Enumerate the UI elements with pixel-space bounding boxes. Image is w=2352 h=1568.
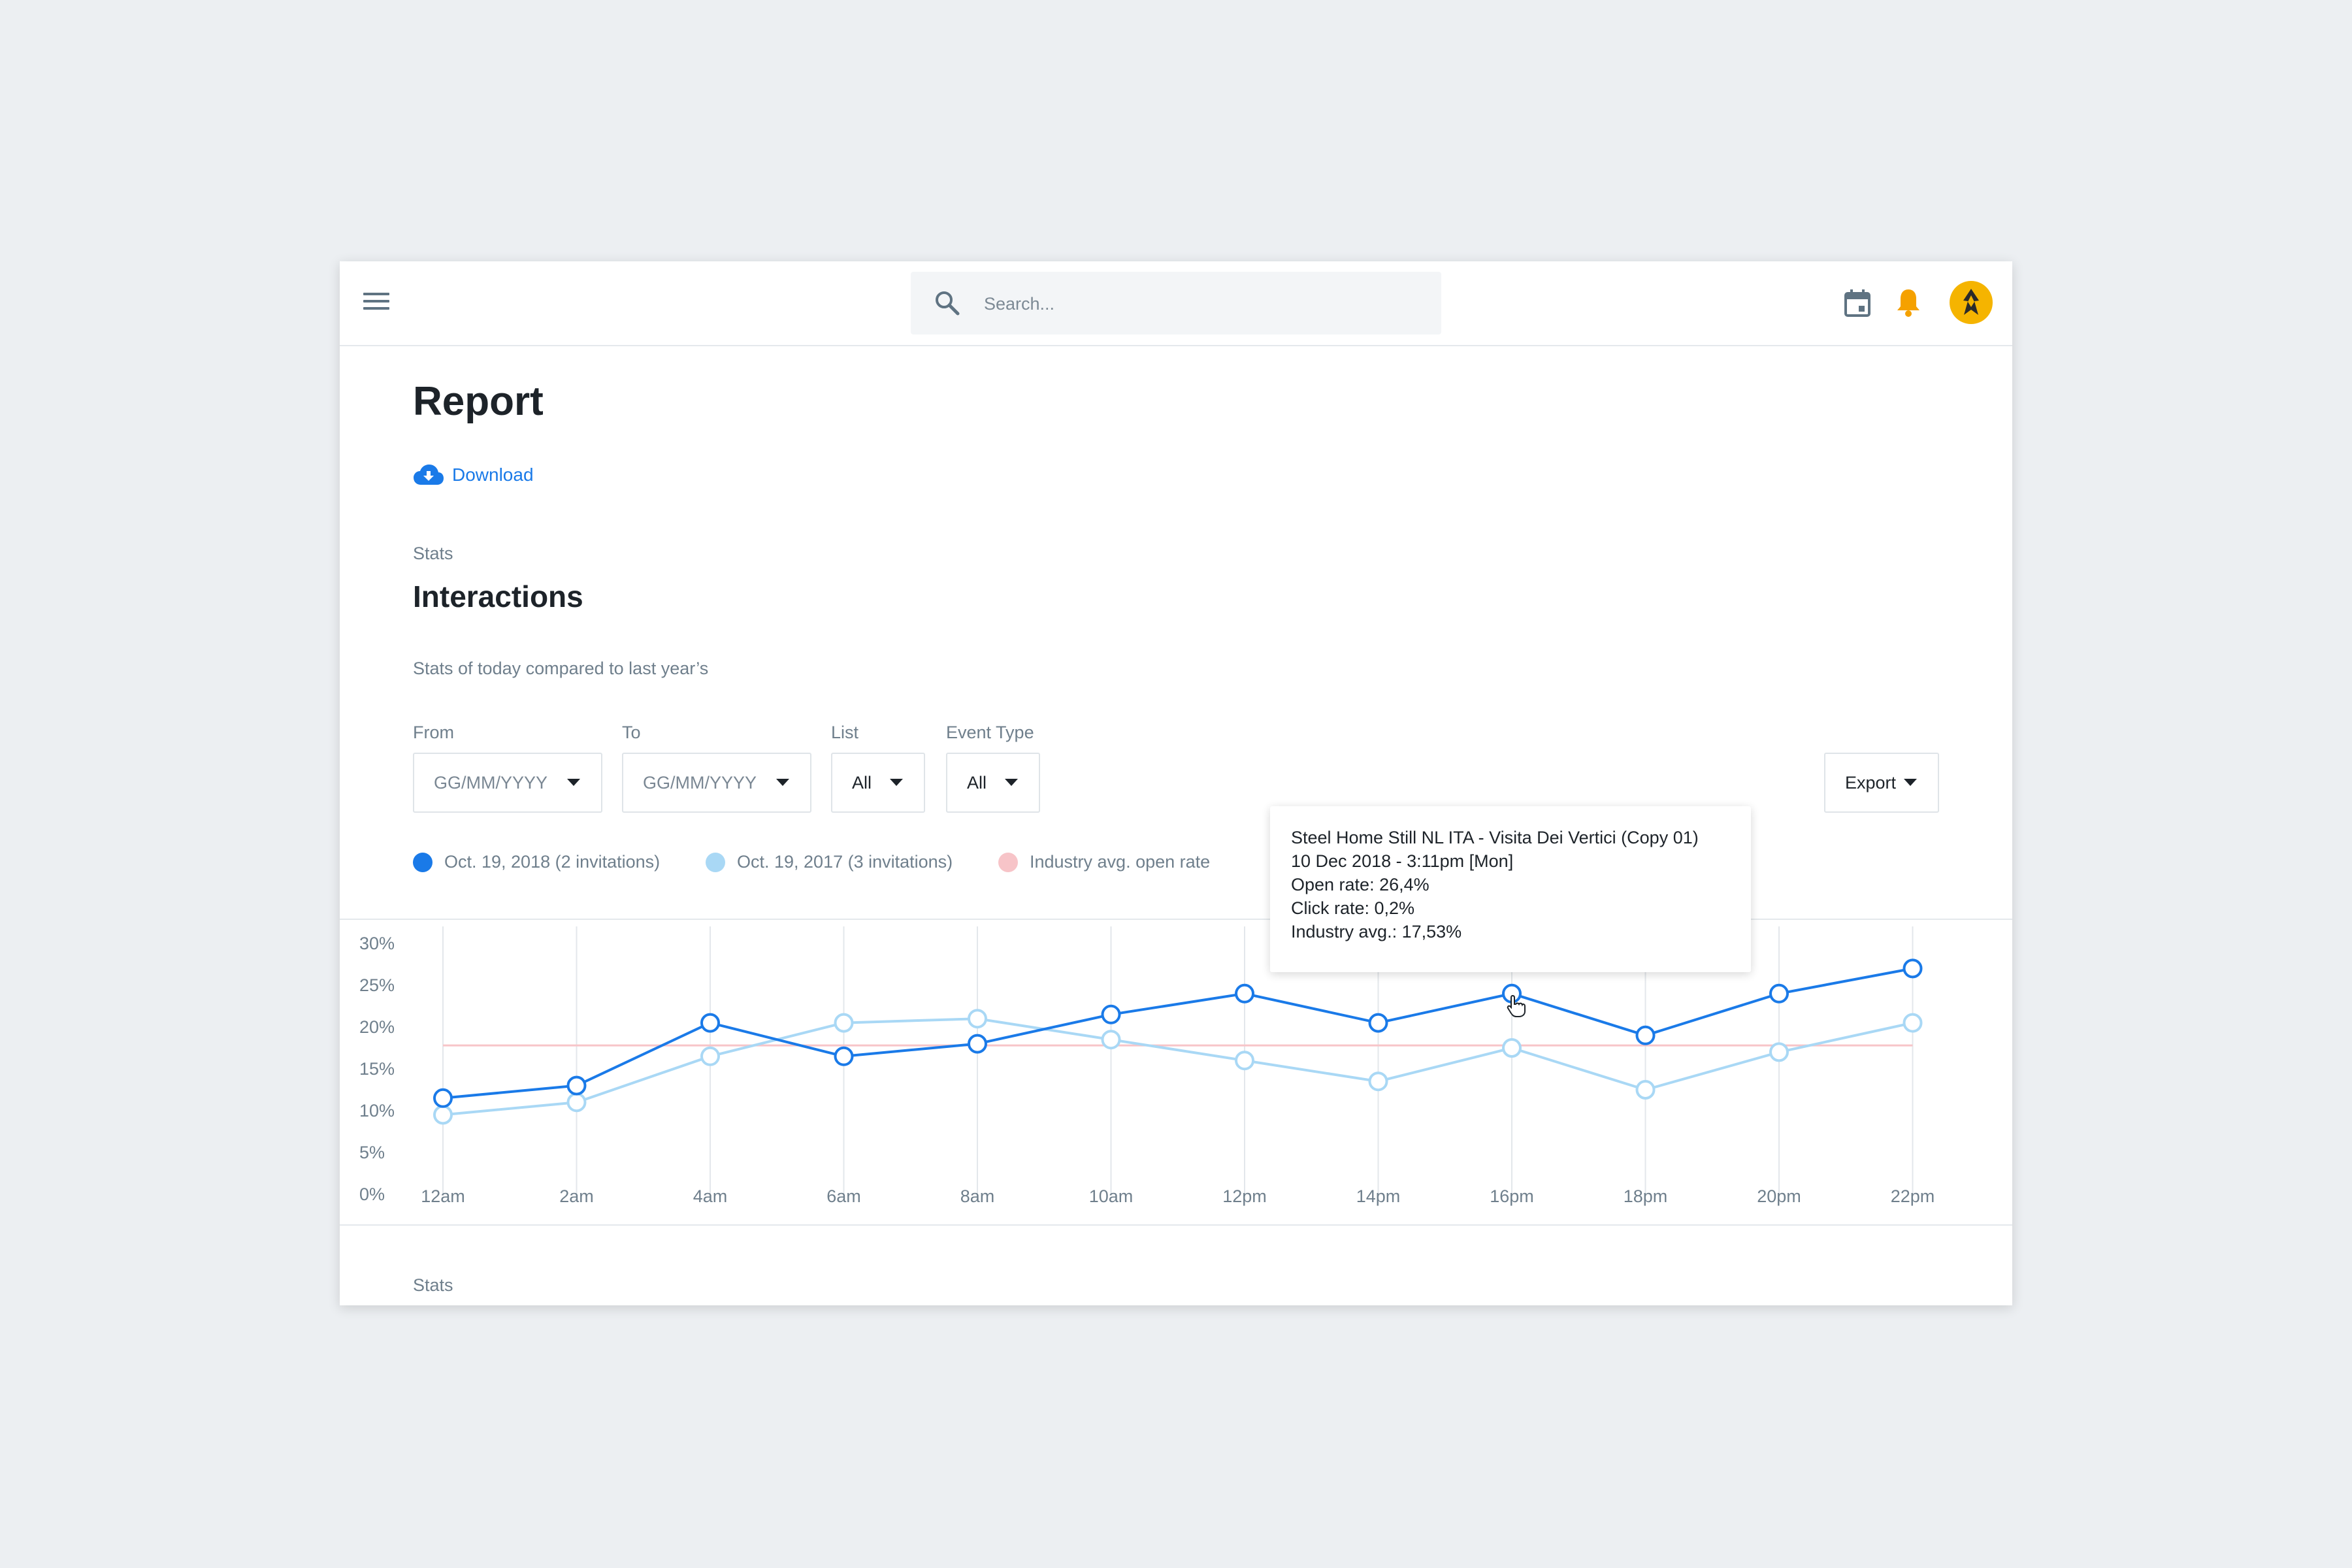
to-date-select[interactable]: GG/MM/YYYY [622,753,811,813]
bell-icon[interactable] [1896,287,1921,318]
x-tick-label: 2am [559,1186,594,1206]
legend-dot [413,852,433,872]
data-point [1635,1080,1656,1100]
legend-dot [706,852,725,872]
data-point [1235,983,1254,1004]
y-tick-label: 10% [359,1101,395,1120]
tooltip-campaign: Steel Home Still NL ITA - Visita Dei Ver… [1291,828,1699,847]
list-label: List [831,723,859,742]
search-input[interactable] [983,285,1416,323]
caret-down-icon [567,779,580,786]
legend-dot [998,852,1018,872]
data-point [1101,1004,1121,1024]
y-tick-label: 20% [359,1017,395,1037]
list-value: All [852,772,872,792]
calendar-icon[interactable] [1844,289,1871,318]
x-tick-label: 22pm [1891,1186,1935,1206]
caret-down-icon [1904,779,1917,786]
section-overline: Stats [413,544,453,563]
x-tick-label: 10am [1089,1186,1134,1206]
data-point [1903,1013,1923,1033]
line-chart: 0% 5% 10% 15% 20% 25% 30% 12am 2am 4am 6am 8am 10am 1… [359,926,1935,1206]
top-bar [340,261,2012,346]
data-point [1635,1025,1656,1045]
report-card: Report Download Stats Interactions Stats… [340,261,2012,1305]
to-label: To [622,723,641,742]
interactions-chart: 0% 5% 10% 15% 20% 25% 30% 12am 2am 4am 6am 8am 10am 1… [340,919,2012,1226]
legend-item-2017[interactable]: Oct. 19, 2017 (3 invitations) [706,852,953,872]
caret-down-icon [890,779,903,786]
x-tick-label: 8am [960,1186,995,1206]
x-tick-label: 14pm [1356,1186,1401,1206]
data-point [968,1009,987,1029]
hand-cursor-icon [1507,994,1526,1017]
data-point [834,1013,854,1033]
section-subtitle: Stats of today compared to last year’s [413,659,709,678]
export-label: Export [1845,772,1897,792]
data-point [700,1013,720,1033]
menu-icon[interactable] [363,293,389,314]
x-tick-label: 20pm [1757,1186,1801,1206]
legend-item-industry[interactable]: Industry avg. open rate [998,852,1210,872]
data-point [1502,1038,1522,1058]
data-point [700,1046,720,1066]
legend-label: Oct. 19, 2017 (3 invitations) [737,852,953,872]
search-bar[interactable] [911,272,1441,335]
x-tick-label: 4am [693,1186,728,1206]
tooltip-industry-avg: Industry avg.: 17,53% [1291,922,1462,941]
data-point [1903,958,1923,979]
x-tick-label: 12pm [1222,1186,1267,1206]
y-tick-label: 5% [359,1143,385,1162]
data-point [1368,1071,1388,1092]
x-tick-label: 6am [826,1186,861,1206]
x-tick-label: 16pm [1490,1186,1534,1206]
cloud-download-icon [414,465,444,485]
data-point [1368,1013,1388,1033]
data-point [968,1034,987,1054]
data-point [1235,1051,1254,1071]
tooltip-date: 10 Dec 2018 - 3:11pm [Mon] [1291,851,1514,871]
y-tick-label: 0% [359,1184,385,1204]
export-button[interactable]: Export [1824,753,1939,813]
data-point [566,1092,587,1113]
to-date-value: GG/MM/YYYY [643,772,757,792]
legend-label: Industry avg. open rate [1030,852,1211,872]
y-tick-label: 15% [359,1059,395,1079]
data-point [834,1046,854,1066]
data-point [1769,983,1789,1004]
from-date-select[interactable]: GG/MM/YYYY [413,753,602,813]
page-title: Report [413,379,544,424]
data-point [1769,1042,1789,1062]
y-tick-label: 30% [359,934,395,953]
data-point [433,1105,453,1125]
legend-label: Oct. 19, 2018 (2 invitations) [444,852,661,872]
event-type-value: All [967,772,987,792]
chart-tooltip: Steel Home Still NL ITA - Visita Dei Ver… [1270,806,1751,972]
x-tick-label: 12am [421,1186,465,1206]
from-date-value: GG/MM/YYYY [434,772,548,792]
series-line [442,1017,1913,1117]
download-label: Download [452,465,534,485]
bottom-section-overline: Stats [413,1275,453,1295]
avatar[interactable] [1950,281,1993,324]
search-icon [936,291,960,316]
data-point [566,1075,587,1096]
x-tick-label: 18pm [1624,1186,1668,1206]
event-type-select[interactable]: All [946,753,1040,813]
y-tick-label: 25% [359,975,395,995]
tooltip-click-rate: Click rate: 0,2% [1291,898,1415,918]
download-link[interactable]: Download [413,464,534,486]
series-line [442,967,1913,1100]
caret-down-icon [1005,779,1018,786]
legend-item-2018[interactable]: Oct. 19, 2018 (2 invitations) [413,852,660,872]
tooltip-open-rate: Open rate: 26,4% [1291,875,1429,894]
caret-down-icon [776,779,789,786]
event-type-label: Event Type [946,723,1034,742]
data-point [1101,1030,1121,1050]
data-point [433,1088,453,1108]
section-title: Interactions [413,580,583,613]
from-label: From [413,723,454,742]
list-select[interactable]: All [831,753,925,813]
